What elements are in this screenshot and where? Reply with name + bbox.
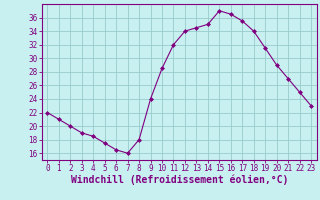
X-axis label: Windchill (Refroidissement éolien,°C): Windchill (Refroidissement éolien,°C): [70, 175, 288, 185]
